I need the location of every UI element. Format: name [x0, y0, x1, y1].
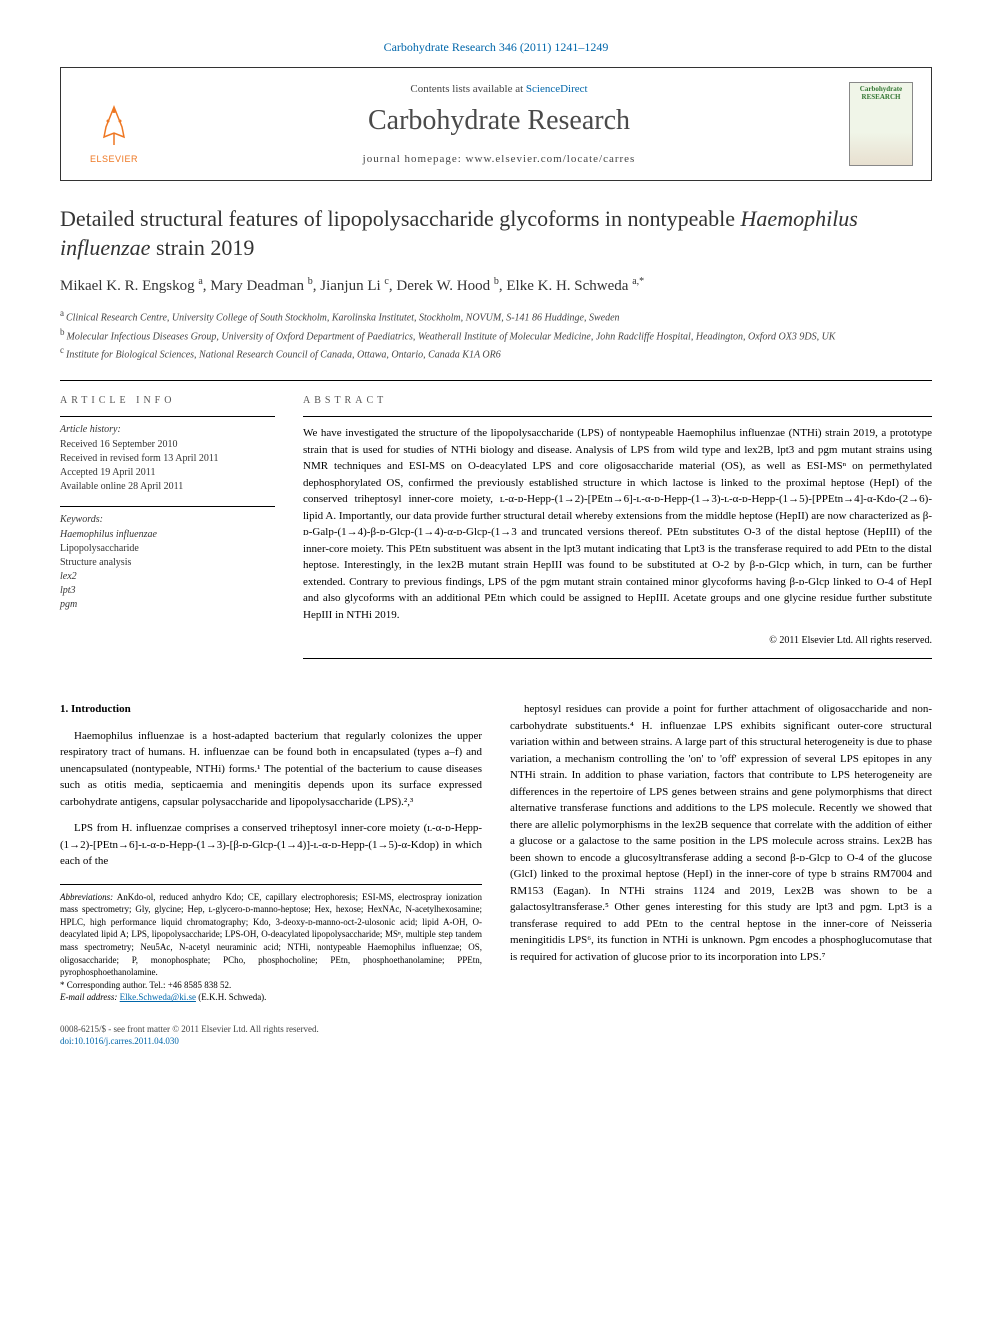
body-paragraph: Haemophilus influenzae is a host-adapted…	[60, 728, 482, 811]
history-line: Available online 28 April 2011	[60, 480, 275, 494]
journal-header: ELSEVIER Contents lists available at Sci…	[60, 67, 932, 181]
header-center: Contents lists available at ScienceDirec…	[149, 83, 849, 165]
article-info-column: ARTICLE INFO Article history: Received 1…	[60, 395, 275, 673]
body-paragraph: LPS from H. influenzae comprises a conse…	[60, 820, 482, 870]
section-heading: 1. Introduction	[60, 701, 482, 718]
journal-title: Carbohydrate Research	[149, 105, 849, 137]
divider	[303, 658, 932, 659]
keyword: Haemophilus influenzae	[60, 528, 275, 542]
divider	[60, 380, 932, 381]
history-line: Received 16 September 2010	[60, 438, 275, 452]
article-title: Detailed structural features of lipopoly…	[60, 205, 932, 262]
footer: 0008-6215/$ - see front matter © 2011 El…	[60, 1024, 932, 1047]
abstract-column: ABSTRACT We have investigated the struct…	[303, 395, 932, 673]
affiliation-line: cInstitute for Biological Sciences, Nati…	[60, 344, 932, 362]
keyword: lpt3	[60, 584, 275, 598]
doi-link[interactable]: doi:10.1016/j.carres.2011.04.030	[60, 1036, 179, 1046]
elsevier-tree-icon	[94, 103, 134, 154]
body-text: 1. Introduction Haemophilus influenzae i…	[60, 701, 932, 1004]
keyword: Lipopolysaccharide	[60, 542, 275, 556]
sciencedirect-link[interactable]: ScienceDirect	[526, 83, 588, 95]
front-matter-line: 0008-6215/$ - see front matter © 2011 El…	[60, 1024, 932, 1036]
keyword: pgm	[60, 598, 275, 612]
copyright-line: © 2011 Elsevier Ltd. All rights reserved…	[303, 633, 932, 648]
journal-cover-thumbnail[interactable]: Carbohydrate RESEARCH	[849, 82, 913, 166]
affiliation-line: aClinical Research Centre, University Co…	[60, 307, 932, 325]
article-info-heading: ARTICLE INFO	[60, 395, 275, 406]
corresponding-email[interactable]: Elke.Schweda@ki.se	[120, 992, 196, 1002]
publisher-name: ELSEVIER	[90, 154, 138, 164]
author-list: Mikael K. R. Engskog a, Mary Deadman b, …	[60, 276, 932, 295]
article-history: Article history: Received 16 September 2…	[60, 416, 275, 494]
top-citation[interactable]: Carbohydrate Research 346 (2011) 1241–12…	[60, 40, 932, 55]
footnotes: Abbreviations: AnKdo-ol, reduced anhydro…	[60, 884, 482, 1004]
history-line: Received in revised form 13 April 2011	[60, 452, 275, 466]
keyword: Structure analysis	[60, 556, 275, 570]
keyword: lex2	[60, 570, 275, 584]
history-line: Accepted 19 April 2011	[60, 466, 275, 480]
keywords-block: Keywords: Haemophilus influenzaeLipopoly…	[60, 506, 275, 612]
affiliations: aClinical Research Centre, University Co…	[60, 307, 932, 362]
affiliation-line: bMolecular Infectious Diseases Group, Un…	[60, 326, 932, 344]
body-paragraph: heptosyl residues can provide a point fo…	[510, 701, 932, 965]
abstract-heading: ABSTRACT	[303, 395, 932, 406]
contents-available: Contents lists available at ScienceDirec…	[149, 83, 849, 95]
publisher-logo[interactable]: ELSEVIER	[79, 84, 149, 164]
abstract-text: We have investigated the structure of th…	[303, 416, 932, 648]
left-column: 1. Introduction Haemophilus influenzae i…	[60, 701, 482, 1004]
right-column: heptosyl residues can provide a point fo…	[510, 701, 932, 1004]
journal-homepage[interactable]: journal homepage: www.elsevier.com/locat…	[149, 153, 849, 165]
